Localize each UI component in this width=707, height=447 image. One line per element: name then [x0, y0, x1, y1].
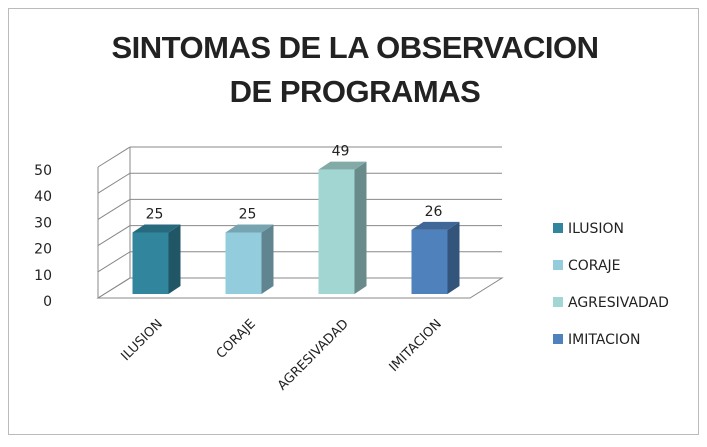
- y-tick-label: 40: [34, 189, 52, 205]
- legend-swatch: [553, 223, 563, 233]
- grid-line: [97, 172, 131, 194]
- grid-line: [97, 251, 131, 273]
- bar-top: [318, 161, 367, 170]
- bar-side: [354, 161, 367, 294]
- bar-top: [132, 224, 181, 233]
- y-tick-label: 0: [43, 294, 52, 310]
- grid-line: [97, 277, 131, 299]
- data-label: 49: [332, 144, 350, 160]
- legend-label: ILUSION: [568, 221, 624, 237]
- legend-swatch: [553, 297, 563, 307]
- bar: [132, 232, 169, 294]
- bar: [225, 232, 262, 294]
- grid-line: [97, 146, 131, 168]
- legend-label: CORAJE: [568, 258, 621, 274]
- bar-side: [447, 221, 460, 294]
- title-line: SINTOMAS DE LA OBSERVACION: [111, 30, 598, 65]
- bar-side: [261, 224, 274, 294]
- legend-label: AGRESIVADAD: [568, 295, 669, 311]
- legend-swatch: [553, 334, 563, 344]
- bar-side: [168, 224, 181, 294]
- legend-swatch: [553, 260, 563, 270]
- legend-label: IMITACION: [568, 332, 641, 348]
- chart-title: SINTOMAS DE LA OBSERVACION DE PROGRAMAS: [111, 30, 598, 109]
- title-line: DE PROGRAMAS: [230, 74, 481, 109]
- bar-top: [411, 221, 460, 230]
- grid-line: [97, 198, 131, 220]
- y-tick-label: 50: [34, 163, 52, 179]
- bar-top: [225, 224, 274, 233]
- bar: [318, 169, 355, 294]
- y-tick-label: 10: [34, 268, 52, 284]
- data-label: 25: [146, 207, 164, 223]
- data-label: 25: [239, 207, 257, 223]
- grid-line: [97, 225, 131, 247]
- bar: [411, 229, 448, 294]
- y-tick-label: 20: [34, 242, 52, 258]
- y-tick-label: 30: [34, 215, 52, 231]
- data-label: 26: [425, 204, 443, 220]
